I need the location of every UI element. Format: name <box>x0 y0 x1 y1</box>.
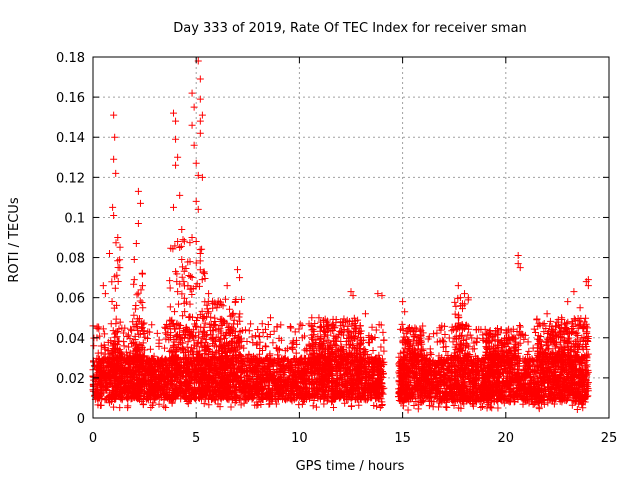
data-point <box>125 343 133 351</box>
data-point <box>296 320 304 328</box>
data-point <box>375 321 383 329</box>
data-point <box>273 361 281 369</box>
data-point <box>227 403 235 411</box>
data-point <box>320 400 328 408</box>
data-point <box>146 328 154 336</box>
data-point <box>94 349 102 357</box>
data-point <box>124 402 132 410</box>
data-point <box>153 329 161 337</box>
data-point <box>525 347 533 355</box>
data-point <box>120 342 128 350</box>
data-point <box>348 402 356 410</box>
data-point <box>96 332 104 340</box>
data-point <box>155 342 163 350</box>
data-point <box>312 403 320 411</box>
data-point <box>120 329 128 337</box>
data-point <box>263 332 271 340</box>
data-point <box>298 400 306 408</box>
data-point <box>583 324 591 332</box>
data-point <box>273 323 281 331</box>
data-point <box>380 336 388 344</box>
data-point <box>254 326 262 334</box>
data-point <box>123 333 131 341</box>
data-point <box>404 406 412 414</box>
data-point <box>309 402 317 410</box>
data-point <box>372 326 380 334</box>
data-point <box>90 342 98 350</box>
data-point <box>286 324 294 332</box>
data-point <box>380 347 388 355</box>
data-point <box>369 346 377 354</box>
data-point <box>262 343 270 351</box>
data-point <box>247 320 255 328</box>
data-point <box>298 322 306 330</box>
data-point <box>163 330 171 338</box>
data-point <box>161 344 169 352</box>
data-point <box>160 402 168 410</box>
data-point <box>199 327 207 335</box>
data-point <box>256 333 264 341</box>
data-point <box>148 321 156 329</box>
data-point <box>398 320 406 328</box>
data-point <box>573 405 581 413</box>
data-point <box>245 327 253 335</box>
data-point <box>379 328 387 336</box>
data-point <box>240 399 248 407</box>
data-point <box>155 400 163 408</box>
data-point <box>367 353 375 361</box>
data-point <box>162 404 170 412</box>
data-point <box>272 400 280 408</box>
data-points <box>89 57 592 414</box>
data-point <box>101 330 109 338</box>
data-point <box>128 327 136 335</box>
data-point <box>248 333 256 341</box>
data-point <box>116 404 124 412</box>
data-point <box>146 345 154 353</box>
data-point <box>243 337 251 345</box>
data-point <box>377 343 385 351</box>
data-point <box>355 401 363 409</box>
data-point <box>99 325 107 333</box>
data-point <box>516 323 524 331</box>
data-point <box>249 339 257 347</box>
data-point <box>269 339 277 347</box>
data-point <box>494 404 502 412</box>
data-point <box>237 401 245 409</box>
data-point <box>253 340 261 348</box>
data-point <box>241 326 249 334</box>
data-point <box>162 335 170 343</box>
data-point <box>235 396 243 404</box>
data-point <box>97 342 105 350</box>
data-point <box>266 331 274 339</box>
data-point <box>516 339 524 347</box>
